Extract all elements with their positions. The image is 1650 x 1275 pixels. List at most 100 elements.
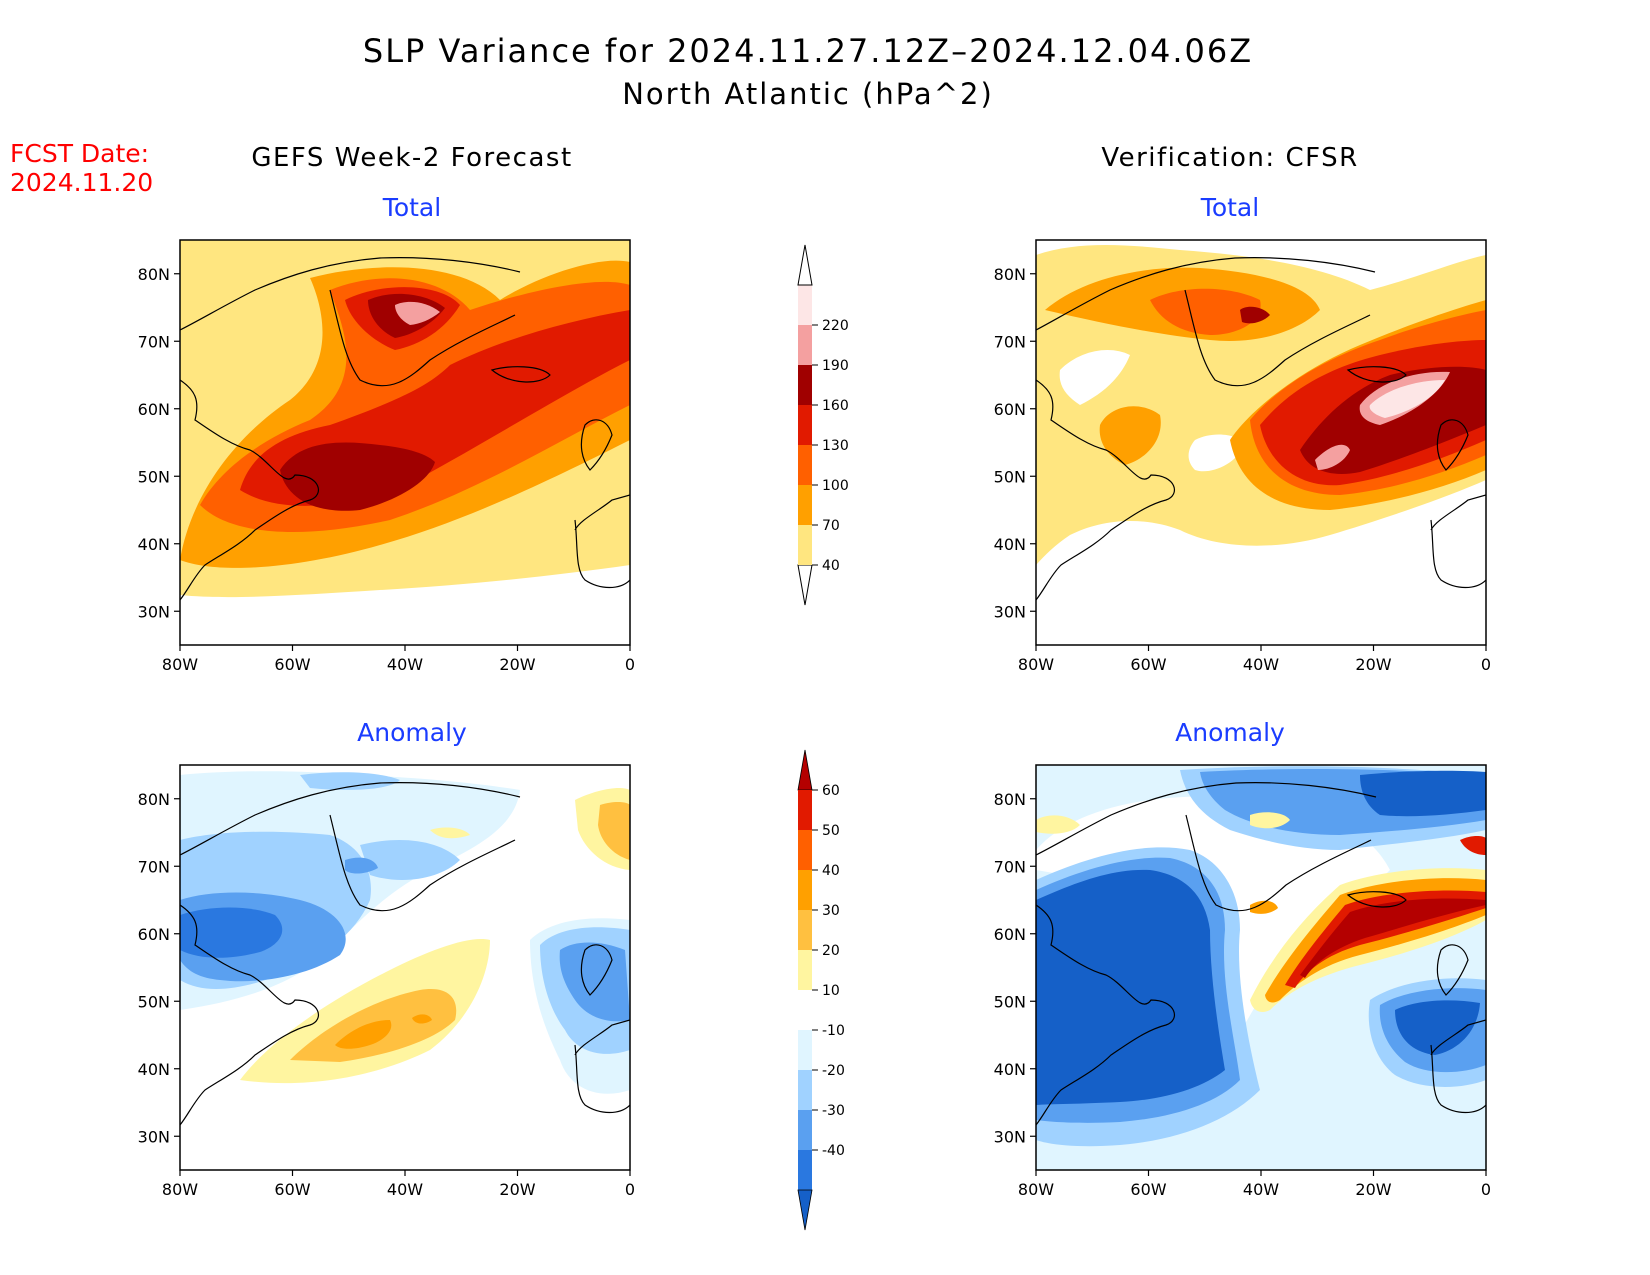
lat-tick-label: 60N (994, 925, 1026, 944)
main-title: SLP Variance for 2024.11.27.12Z–2024.12.… (363, 32, 1253, 70)
panel-title-forecast-anomaly: Anomaly (357, 718, 467, 747)
lat-tick-label: 70N (994, 332, 1026, 351)
colorbar-extension-high (797, 244, 813, 286)
colorbar-swatch (798, 405, 812, 445)
colorbar-swatch (798, 910, 812, 950)
colorbar-label: 130 (822, 438, 849, 454)
panel-title-forecast-total: Total (382, 193, 441, 222)
right-column-title: Verification: CFSR (1101, 143, 1358, 173)
colorbar-label: 20 (822, 943, 840, 959)
colorbar-label: 50 (822, 823, 840, 839)
lat-tick-label: 50N (138, 992, 170, 1011)
lat-tick-label: 80N (138, 265, 170, 284)
colorbar-label: 190 (822, 358, 849, 374)
colorbar-swatch (798, 990, 812, 1030)
contour-220 (1369, 380, 1445, 418)
lon-tick-label: 80W (1018, 655, 1054, 674)
lat-tick-label: 50N (994, 992, 1026, 1011)
lon-tick-label: 40W (1243, 655, 1279, 674)
contour-160 (280, 442, 435, 511)
lon-tick-label: 60W (274, 655, 310, 674)
colorbar-label: 70 (822, 518, 840, 534)
lon-tick-label: 20W (499, 655, 535, 674)
colorbar-label: 40 (822, 558, 840, 574)
lon-tick-label: 60W (1130, 655, 1166, 674)
colorbar-label: 60 (822, 783, 840, 799)
colorbar-swatch (798, 870, 812, 910)
lat-tick-label: 30N (138, 602, 170, 621)
colorbar-extension-low (797, 1189, 813, 1231)
anomaly-30 (335, 1014, 432, 1049)
lon-tick-label: 80W (162, 1180, 198, 1199)
lon-tick-label: 40W (387, 655, 423, 674)
colorbar-label: -10 (822, 1023, 845, 1039)
lon-tick-label: 40W (387, 1180, 423, 1199)
contour-160 (1240, 306, 1486, 474)
lat-tick-label: 70N (138, 332, 170, 351)
lat-tick-label: 50N (138, 467, 170, 486)
map-verification-total (1036, 240, 1486, 645)
lat-tick-label: 80N (138, 790, 170, 809)
lat-tick-label: 80N (994, 265, 1026, 284)
colorbar-swatch (798, 365, 812, 405)
main-subtitle: North Atlantic (hPa^2) (622, 77, 994, 111)
anomaly-minus30 (180, 857, 630, 1022)
lat-tick-label: 70N (994, 857, 1026, 876)
lon-tick-label: 20W (1355, 1180, 1391, 1199)
colorbar-swatch (798, 325, 812, 365)
anomaly-minus40 (1036, 770, 1486, 1105)
colorbar-label: -30 (822, 1103, 845, 1119)
lat-tick-label: 70N (138, 857, 170, 876)
coastline (180, 782, 630, 1126)
colorbar-label: 30 (822, 903, 840, 919)
colorbar-swatch (798, 525, 812, 565)
anomaly-10 (240, 788, 630, 1084)
lon-tick-label: 0 (625, 655, 635, 674)
coastline (1036, 257, 1486, 601)
map-forecast-total (180, 240, 630, 645)
lat-tick-label: 40N (138, 535, 170, 554)
axes-layer: 80W 60W 40W 20W 0 80N 70N 60N 50N 40N 30N 80W 60W 40W… (138, 265, 1491, 1199)
fcst-date-value: 2024.11.20 (10, 168, 153, 197)
colorbar-swatch (798, 1070, 812, 1110)
left-column-title: GEFS Week-2 Forecast (251, 143, 572, 173)
anomaly-minus40 (180, 907, 283, 958)
colorbar-swatch (798, 830, 812, 870)
colorbar-extension-low (797, 564, 813, 606)
colorbar-swatch (798, 1110, 812, 1150)
anomaly-minus20 (180, 772, 630, 1054)
lon-tick-label: 20W (499, 1180, 535, 1199)
contour-190 (395, 301, 440, 325)
colorbar-total: 40 70 100 130 160 190 220 (797, 244, 849, 606)
map-verification-anomaly (1036, 765, 1486, 1170)
colorbar-swatch (798, 950, 812, 990)
colorbar-swatch (798, 1150, 812, 1190)
panel-title-verification-anomaly: Anomaly (1175, 718, 1285, 747)
lat-tick-label: 40N (138, 1060, 170, 1079)
anomaly-20 (290, 801, 630, 1062)
colorbar-label: 160 (822, 398, 849, 414)
colorbar-swatch (798, 445, 812, 485)
map-forecast-anomaly (180, 765, 630, 1170)
colorbar-label: 10 (822, 983, 840, 999)
lat-tick-label: 60N (138, 400, 170, 419)
colorbar-swatch (798, 1030, 812, 1070)
lon-tick-label: 20W (1355, 655, 1391, 674)
lon-tick-label: 0 (1481, 655, 1491, 674)
colorbar-label: -20 (822, 1063, 845, 1079)
lon-tick-label: 80W (1018, 1180, 1054, 1199)
lon-tick-label: 60W (274, 1180, 310, 1199)
colorbar-anomaly: 60 50 40 30 20 10 -10 -20 -30 -40 (797, 749, 845, 1231)
lon-tick-label: 80W (162, 655, 198, 674)
lat-tick-label: 80N (994, 790, 1026, 809)
lon-tick-label: 0 (625, 1180, 635, 1199)
lat-tick-label: 60N (138, 925, 170, 944)
anomaly-60 (1300, 898, 1486, 978)
coastline (180, 257, 630, 601)
colorbar-extension-high (797, 749, 813, 791)
lon-tick-label: 60W (1130, 1180, 1166, 1199)
colorbar-swatch (798, 285, 812, 325)
colorbar-label: 100 (822, 478, 849, 494)
panel-title-verification-total: Total (1200, 193, 1259, 222)
